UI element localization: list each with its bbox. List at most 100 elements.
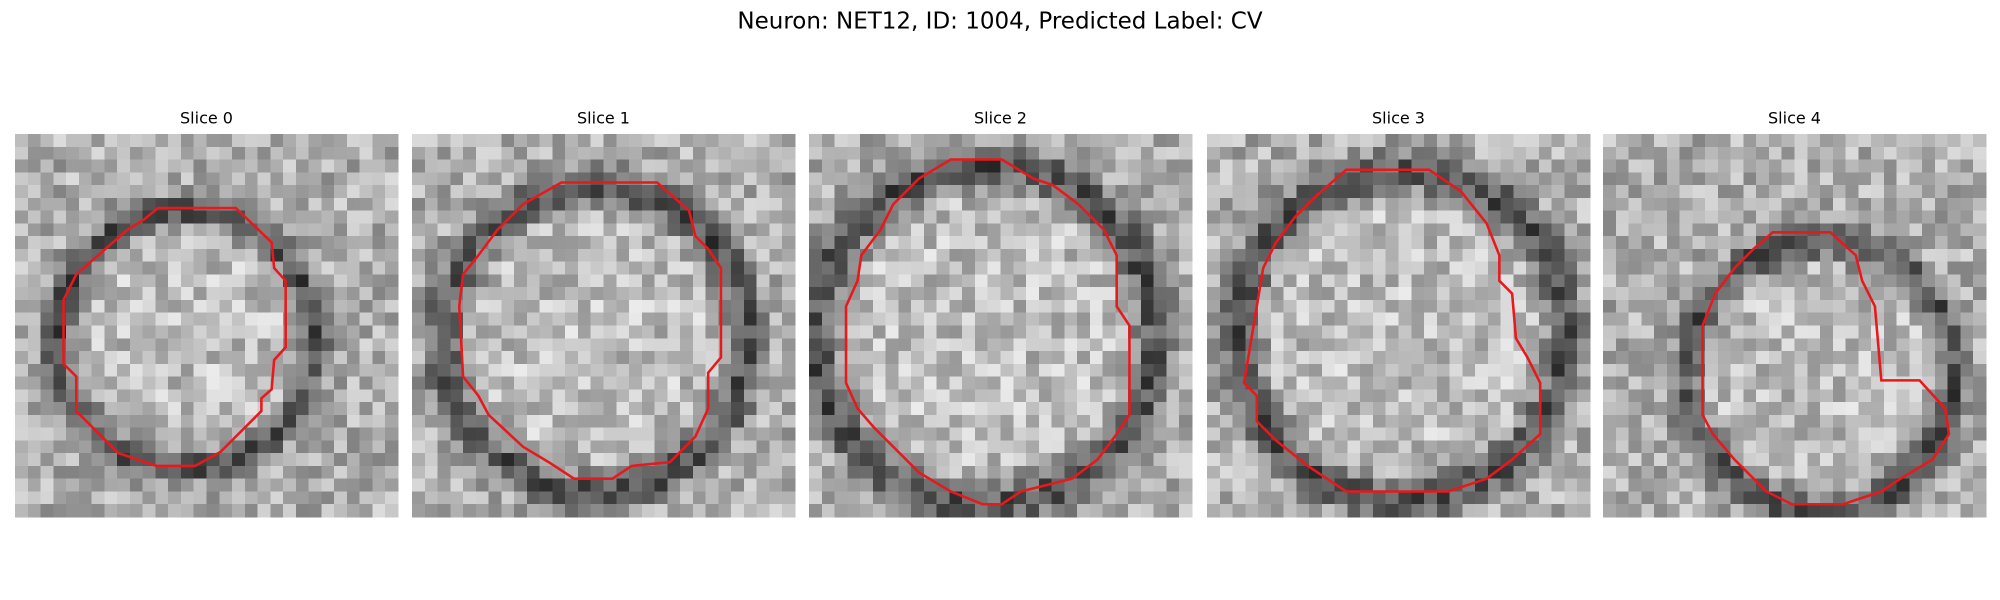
pixel bbox=[885, 287, 899, 301]
pixel bbox=[295, 185, 310, 199]
pixel bbox=[1500, 197, 1514, 211]
pixel bbox=[1845, 440, 1859, 454]
pixel bbox=[1577, 325, 1591, 339]
pixel bbox=[1051, 504, 1065, 518]
pixel bbox=[1513, 504, 1527, 518]
pixel bbox=[629, 236, 643, 250]
pixel bbox=[372, 402, 386, 416]
pixel bbox=[1283, 389, 1297, 403]
pixel bbox=[372, 146, 386, 160]
pixel bbox=[705, 210, 719, 224]
pixel bbox=[142, 261, 156, 275]
pixel bbox=[565, 427, 579, 441]
pixel bbox=[1909, 236, 1923, 250]
pixel bbox=[872, 274, 886, 288]
pixel bbox=[295, 504, 310, 518]
pixel bbox=[1115, 363, 1129, 377]
pixel bbox=[1283, 363, 1297, 377]
pixel bbox=[821, 325, 835, 339]
pixel bbox=[129, 134, 144, 148]
pixel bbox=[1551, 351, 1565, 365]
pixel bbox=[1781, 248, 1795, 263]
pixel bbox=[1909, 312, 1923, 326]
pixel bbox=[1398, 465, 1412, 480]
pixel bbox=[1372, 363, 1387, 377]
pixel bbox=[1730, 274, 1744, 288]
pixel bbox=[129, 197, 144, 211]
pixel bbox=[1768, 236, 1783, 250]
pixel bbox=[1513, 185, 1527, 199]
pixel bbox=[385, 134, 399, 148]
pixel bbox=[1153, 312, 1167, 326]
pixel bbox=[53, 261, 67, 275]
pixel bbox=[1153, 402, 1167, 416]
pixel bbox=[756, 338, 770, 352]
pixel bbox=[1641, 172, 1655, 186]
pixel bbox=[756, 146, 770, 160]
pixel bbox=[1334, 453, 1348, 467]
pixel bbox=[1026, 223, 1040, 237]
pixel bbox=[1526, 197, 1540, 211]
pixel bbox=[1807, 491, 1821, 505]
pixel bbox=[603, 453, 617, 467]
pixel bbox=[1296, 402, 1310, 416]
pixel bbox=[1717, 453, 1732, 467]
pixel bbox=[1089, 248, 1104, 263]
pixel bbox=[1960, 427, 1974, 441]
pixel bbox=[346, 427, 361, 441]
pixel bbox=[1641, 197, 1655, 211]
pixel bbox=[244, 389, 258, 403]
pixel bbox=[1756, 363, 1770, 377]
pixel bbox=[885, 338, 899, 352]
pixel bbox=[603, 312, 617, 326]
pixel bbox=[1487, 376, 1502, 390]
pixel bbox=[769, 146, 783, 160]
pixel bbox=[809, 146, 823, 160]
pixel bbox=[1717, 197, 1732, 211]
pixel bbox=[731, 465, 745, 480]
pixel bbox=[424, 363, 438, 377]
pixel bbox=[1128, 504, 1142, 518]
pixel bbox=[359, 478, 373, 492]
pixel bbox=[1089, 287, 1104, 301]
pixel bbox=[1398, 338, 1412, 352]
pixel bbox=[1270, 185, 1284, 199]
pixel bbox=[437, 478, 451, 492]
pixel bbox=[257, 172, 271, 186]
pixel bbox=[782, 504, 796, 518]
pixel bbox=[321, 223, 335, 237]
pixel bbox=[475, 223, 489, 237]
pixel bbox=[1871, 223, 1885, 237]
pixel bbox=[53, 185, 67, 199]
pixel bbox=[577, 440, 592, 454]
pixel bbox=[1947, 146, 1961, 160]
pixel bbox=[1347, 299, 1361, 314]
pixel bbox=[488, 185, 502, 199]
pixel bbox=[475, 299, 489, 314]
pixel bbox=[412, 236, 426, 250]
pixel bbox=[1960, 299, 1974, 314]
pixel bbox=[616, 134, 630, 148]
pixel bbox=[424, 491, 438, 505]
pixel bbox=[834, 453, 848, 467]
pixel bbox=[1538, 389, 1553, 403]
pixel bbox=[78, 197, 92, 211]
pixel bbox=[1909, 504, 1923, 518]
pixel bbox=[577, 389, 592, 403]
pixel bbox=[437, 376, 451, 390]
pixel bbox=[1398, 287, 1412, 301]
pixel bbox=[898, 299, 912, 314]
pixel bbox=[283, 210, 297, 224]
pixel bbox=[180, 236, 195, 250]
pixel bbox=[346, 134, 361, 148]
pixel bbox=[15, 504, 29, 518]
pixel bbox=[1487, 440, 1502, 454]
pixel bbox=[1153, 376, 1167, 390]
pixel bbox=[1743, 312, 1757, 326]
pixel bbox=[1385, 338, 1399, 352]
pixel bbox=[1973, 325, 1987, 339]
pixel bbox=[949, 465, 963, 480]
pixel bbox=[475, 312, 489, 326]
pixel bbox=[1128, 338, 1142, 352]
pixel bbox=[936, 172, 950, 186]
